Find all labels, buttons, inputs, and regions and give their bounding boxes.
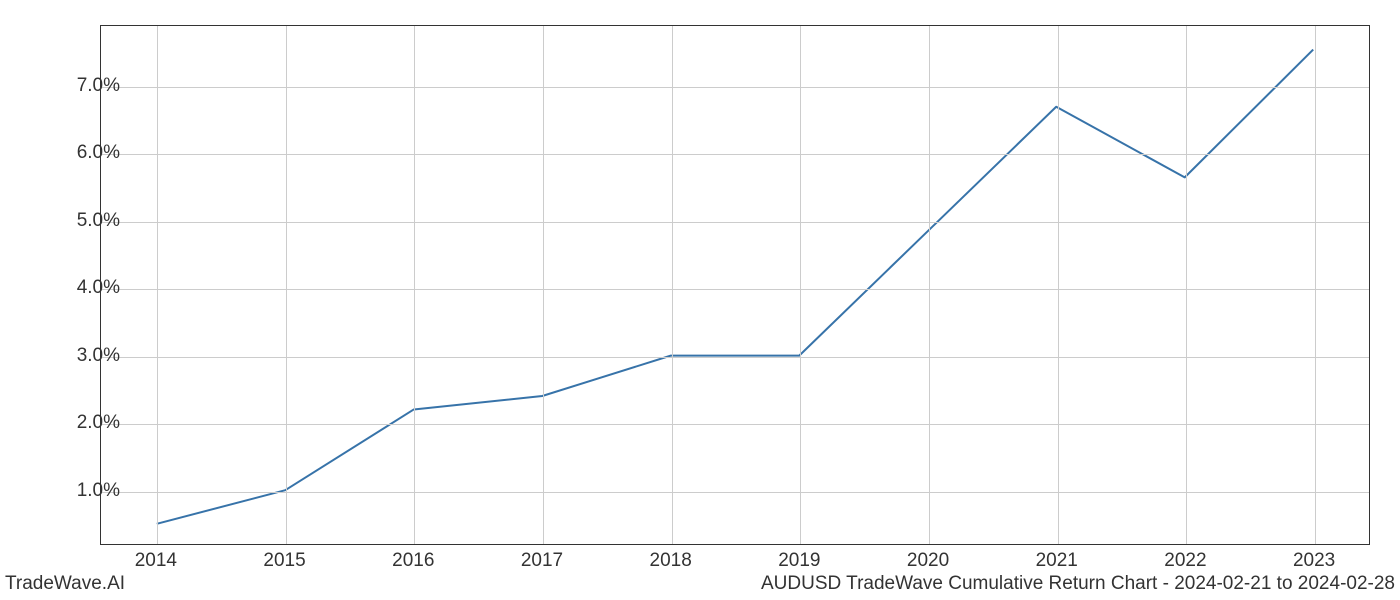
gridline-horizontal (101, 87, 1369, 88)
gridline-vertical (800, 26, 801, 544)
x-tick-label: 2022 (1164, 550, 1206, 572)
gridline-horizontal (101, 154, 1369, 155)
gridline-horizontal (101, 289, 1369, 290)
gridline-vertical (672, 26, 673, 544)
y-tick-label: 3.0% (77, 345, 120, 367)
y-tick-label: 6.0% (77, 142, 120, 164)
gridline-vertical (286, 26, 287, 544)
y-tick-label: 2.0% (77, 412, 120, 434)
gridline-vertical (929, 26, 930, 544)
footer-right-caption: AUDUSD TradeWave Cumulative Return Chart… (761, 573, 1395, 595)
y-tick-label: 4.0% (77, 277, 120, 299)
y-tick-label: 1.0% (77, 480, 120, 502)
footer-left-brand: TradeWave.AI (5, 573, 125, 595)
x-tick-label: 2019 (778, 550, 820, 572)
gridline-horizontal (101, 222, 1369, 223)
chart-container (100, 25, 1370, 545)
x-tick-label: 2020 (907, 550, 949, 572)
gridline-vertical (1186, 26, 1187, 544)
x-tick-label: 2014 (135, 550, 177, 572)
x-tick-label: 2015 (263, 550, 305, 572)
y-tick-label: 7.0% (77, 75, 120, 97)
y-tick-label: 5.0% (77, 210, 120, 232)
plot-area (100, 25, 1370, 545)
gridline-vertical (1058, 26, 1059, 544)
x-tick-label: 2021 (1036, 550, 1078, 572)
x-tick-label: 2017 (521, 550, 563, 572)
x-tick-label: 2023 (1293, 550, 1335, 572)
gridline-vertical (543, 26, 544, 544)
gridline-vertical (414, 26, 415, 544)
gridline-horizontal (101, 492, 1369, 493)
line-chart-svg (101, 26, 1369, 544)
return-line (157, 50, 1313, 524)
gridline-horizontal (101, 424, 1369, 425)
gridline-vertical (157, 26, 158, 544)
x-tick-label: 2018 (650, 550, 692, 572)
x-tick-label: 2016 (392, 550, 434, 572)
gridline-horizontal (101, 357, 1369, 358)
gridline-vertical (1315, 26, 1316, 544)
